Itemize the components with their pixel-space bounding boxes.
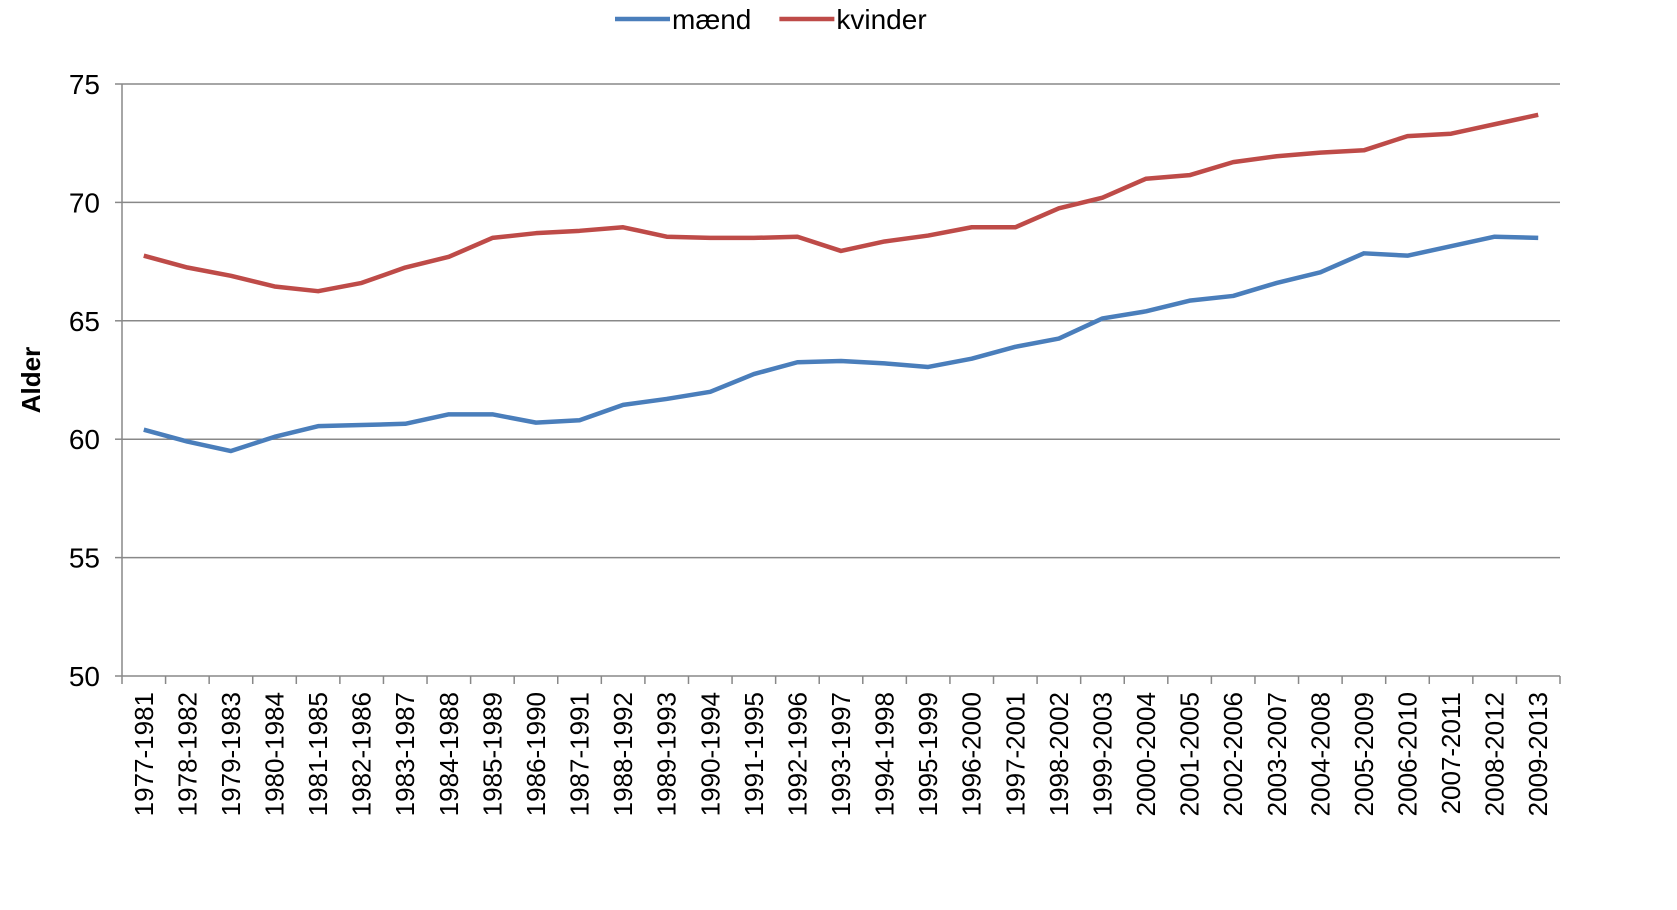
x-tick-label: 1998-2002	[1044, 692, 1074, 816]
x-tick-label: 1990-1994	[695, 692, 725, 816]
y-tick-label: 75	[69, 69, 100, 100]
x-tick-label: 1983-1987	[390, 692, 420, 816]
x-tick-label: 1989-1993	[652, 692, 682, 816]
x-tick-label: 1977-1981	[129, 692, 159, 816]
x-tick-label: 1985-1989	[477, 692, 507, 816]
x-tick-label: 1988-1992	[608, 692, 638, 816]
x-tick-label: 1982-1986	[347, 692, 377, 816]
x-tick-label: 1979-1983	[216, 692, 246, 816]
y-axis-label: Alder	[16, 347, 46, 413]
y-tick-label: 55	[69, 543, 100, 574]
y-tick-label: 60	[69, 424, 100, 455]
y-tick-label: 50	[69, 661, 100, 692]
x-tick-label: 1997-2001	[1000, 692, 1030, 816]
x-tick-label: 2008-2012	[1480, 692, 1510, 816]
legend-label: kvinder	[836, 4, 926, 35]
series-line	[143, 234, 1539, 454]
x-tick-label: 1980-1984	[260, 692, 290, 816]
y-tick-label: 65	[69, 306, 100, 337]
x-tick-label: 2009-2013	[1523, 692, 1553, 816]
x-tick-label: 2002-2006	[1218, 692, 1248, 816]
x-tick-label: 2001-2005	[1175, 692, 1205, 816]
x-tick-label: 1994-1998	[870, 692, 900, 816]
x-tick-label: 1995-1999	[913, 692, 943, 816]
x-tick-label: 1991-1995	[739, 692, 769, 816]
x-tick-label: 2007-2011	[1436, 692, 1466, 814]
x-tick-label: 2006-2010	[1392, 692, 1422, 816]
x-tick-label: 1987-1991	[565, 692, 595, 816]
x-tick-label: 2005-2009	[1349, 692, 1379, 816]
x-tick-label: 1981-1985	[303, 692, 333, 816]
x-tick-label: 1996-2000	[957, 692, 987, 816]
x-tick-label: 1986-1990	[521, 692, 551, 816]
y-tick-label: 70	[69, 187, 100, 218]
legend-label: mænd	[672, 4, 751, 35]
x-tick-label: 1993-1997	[826, 692, 856, 816]
x-tick-label: 1984-1988	[434, 692, 464, 816]
x-tick-label: 2000-2004	[1131, 692, 1161, 816]
x-tick-label: 1999-2003	[1087, 692, 1117, 816]
x-tick-label: 2004-2008	[1305, 692, 1335, 816]
x-tick-label: 2003-2007	[1262, 692, 1292, 816]
x-tick-label: 1992-1996	[782, 692, 812, 816]
x-tick-label: 1978-1982	[172, 692, 202, 816]
series-line	[143, 112, 1539, 294]
